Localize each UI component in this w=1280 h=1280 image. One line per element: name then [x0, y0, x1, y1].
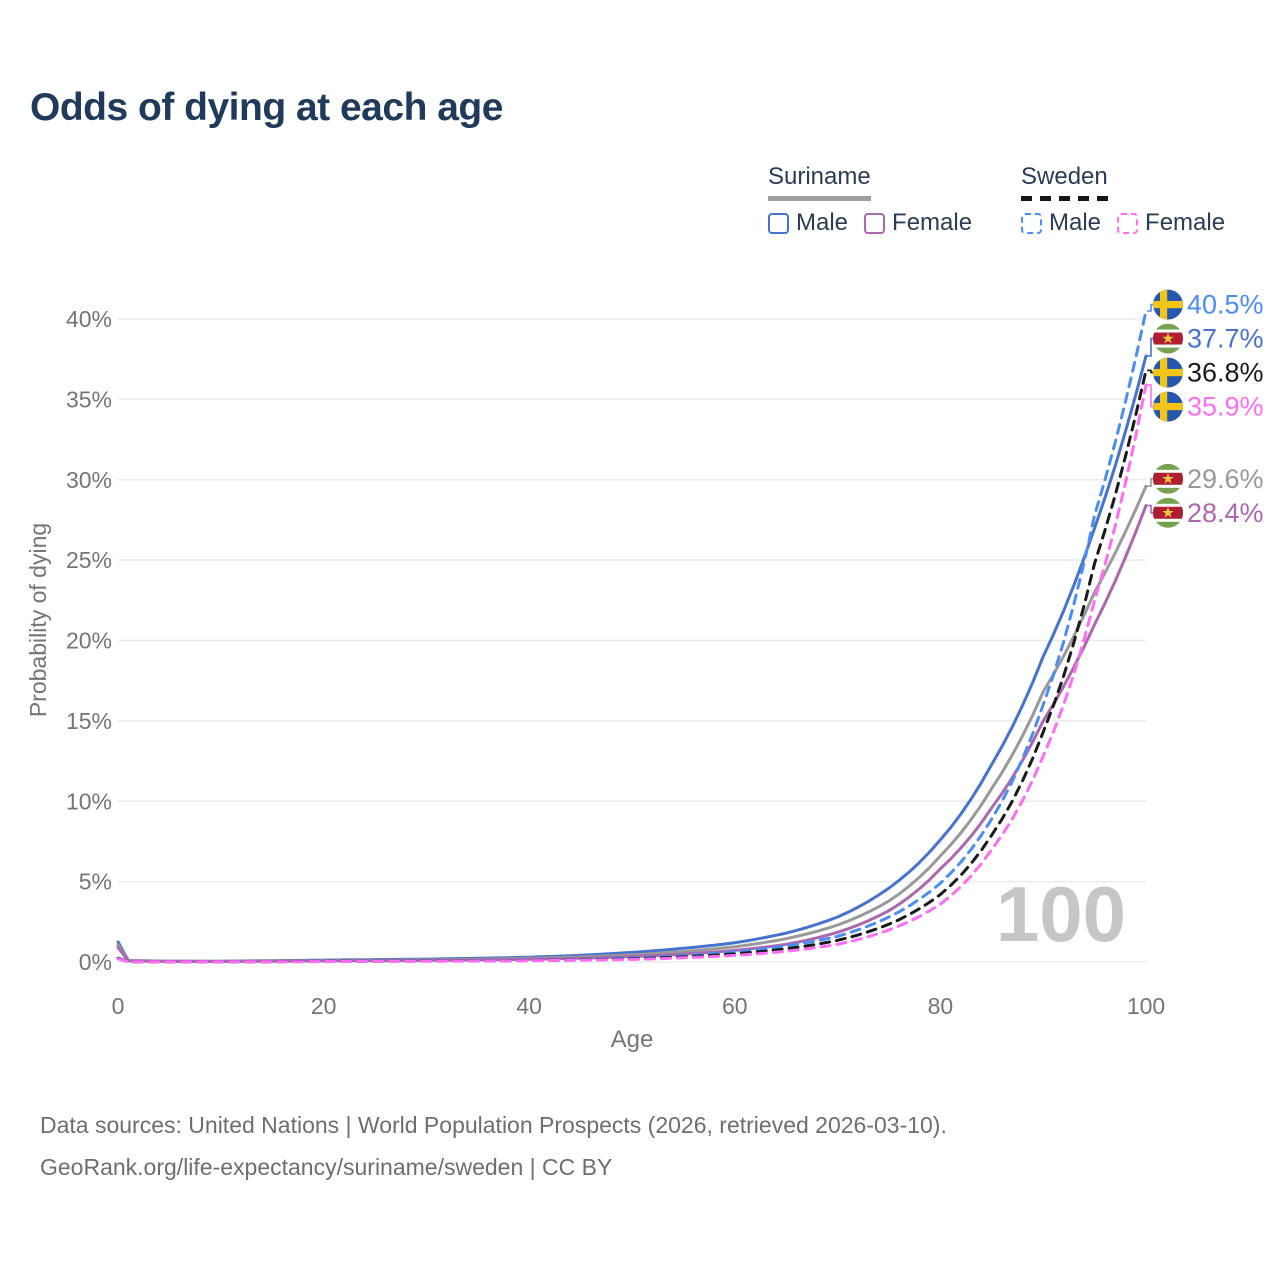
y-tick-label: 0%	[79, 949, 112, 975]
end-label-sweden-female: 35.9%	[1187, 392, 1264, 422]
y-tick-label: 15%	[66, 708, 112, 734]
x-tick-label: 0	[112, 993, 125, 1019]
highlighted-age-watermark: 100	[996, 870, 1126, 958]
x-tick-label: 60	[722, 993, 748, 1019]
label-connector-suriname-female	[1147, 504, 1155, 514]
x-tick-label: 80	[928, 993, 954, 1019]
x-tick-label: 100	[1127, 993, 1165, 1019]
legend-line-style-dashed	[1021, 196, 1108, 201]
legend-item-label: Male	[796, 209, 849, 236]
y-tick-label: 40%	[66, 306, 112, 332]
legend-swatch-icon[interactable]	[1021, 212, 1042, 234]
y-tick-label: 30%	[66, 467, 112, 493]
legend-item-label: Male	[1049, 209, 1102, 236]
x-tick-label: 20	[311, 993, 337, 1019]
end-label-suriname-male: 37.7%	[1187, 324, 1264, 354]
end-label-suriname-both: 29.6%	[1187, 464, 1264, 494]
x-tick-label: 40	[516, 993, 542, 1019]
flag-icon-suriname	[1153, 497, 1183, 528]
series-line-sweden-female	[116, 383, 1148, 964]
legend-item-label: Female	[1145, 209, 1226, 236]
legend-group-sweden: Sweden Male Female	[1021, 163, 1225, 237]
legend-country-sweden: Sweden	[1021, 163, 1108, 201]
label-connector-sweden-both	[1147, 369, 1155, 374]
chart-title: Odds of dying at each age	[30, 86, 503, 129]
series-lines	[116, 309, 1148, 964]
legend-swatch-icon[interactable]	[1117, 212, 1139, 234]
y-tick-label: 10%	[66, 788, 112, 814]
footer: Data sources: United Nations | World Pop…	[40, 1104, 947, 1188]
legend-group-suriname: Suriname Male Female	[768, 163, 972, 237]
y-axis-title: Probability of dying	[25, 523, 51, 717]
legend-swatch-icon[interactable]	[768, 212, 789, 234]
gridlines	[118, 318, 1146, 963]
legend-item-sweden-male[interactable]: Male	[1021, 209, 1101, 237]
legend-items-suriname: Male Female	[768, 209, 972, 237]
label-connector-suriname-both	[1147, 478, 1155, 487]
y-tick-label: 5%	[79, 869, 112, 895]
y-tick-label: 25%	[66, 547, 112, 573]
legend-line-style-solid	[768, 196, 871, 201]
end-label-suriname-female: 28.4%	[1187, 498, 1264, 528]
end-label-sweden-both: 36.8%	[1187, 358, 1264, 388]
label-connector-sweden-female	[1147, 384, 1155, 408]
legend-items-sweden: Male Female	[1021, 209, 1225, 237]
footer-sources-line: Data sources: United Nations | World Pop…	[40, 1112, 947, 1138]
x-axis-title: Age	[611, 1026, 654, 1053]
end-label-sweden-male: 40.5%	[1187, 290, 1264, 320]
legend-item-sweden-female[interactable]: Female	[1117, 209, 1225, 237]
flag-icon-suriname	[1153, 463, 1183, 494]
footer-attribution-line: GeoRank.org/life-expectancy/suriname/swe…	[40, 1154, 613, 1180]
flag-icon-sweden	[1153, 289, 1183, 320]
flag-icon-sweden	[1153, 357, 1183, 388]
legend-country-name: Suriname	[768, 163, 871, 190]
flag-icon-suriname	[1153, 323, 1183, 354]
y-tick-label: 20%	[66, 628, 112, 654]
axis-ticks: 0% 5% 10% 15% 20% 25% 30% 35% 40% 0 20 40 60 80 100	[66, 306, 1165, 1019]
legend-country-suriname: Suriname	[768, 163, 871, 201]
end-labels: 40.5% 37.7% 36.8% 35.9% 29.6% 28.4%	[1147, 289, 1264, 528]
legend-item-suriname-female[interactable]: Female	[864, 209, 972, 237]
label-connector-suriname-male	[1147, 337, 1155, 357]
label-connector-sweden-male	[1147, 303, 1155, 312]
y-tick-label: 35%	[66, 386, 112, 412]
legend-item-label: Female	[892, 209, 973, 236]
plot-area[interactable]	[118, 305, 1146, 965]
legend-item-suriname-male[interactable]: Male	[768, 209, 848, 237]
legend-country-name: Sweden	[1021, 163, 1108, 190]
legend-swatch-icon[interactable]	[864, 212, 886, 234]
flag-icon-sweden	[1153, 391, 1183, 422]
